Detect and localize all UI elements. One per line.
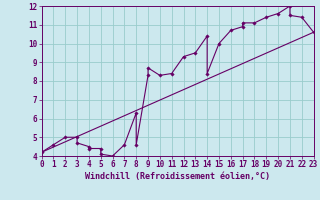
X-axis label: Windchill (Refroidissement éolien,°C): Windchill (Refroidissement éolien,°C): [85, 172, 270, 181]
